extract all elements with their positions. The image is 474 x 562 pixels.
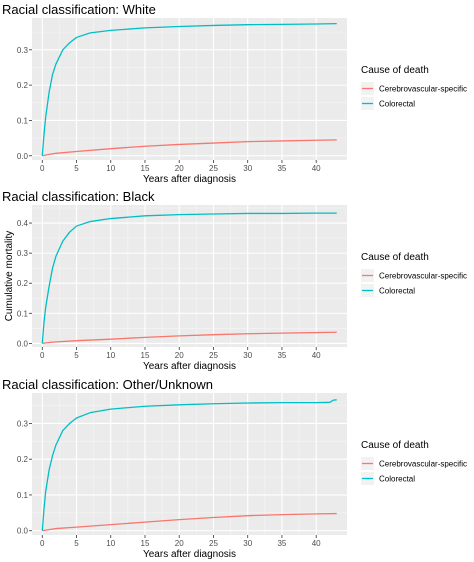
series-line-colorectal bbox=[41, 23, 337, 156]
legend: Cause of death Cerebrovascular-specific Co… bbox=[361, 440, 467, 485]
x-tick-label: 35 bbox=[277, 164, 286, 173]
x-tick-label: 40 bbox=[312, 539, 321, 548]
x-tick-label: 30 bbox=[243, 164, 252, 173]
x-tick-label: 10 bbox=[106, 539, 115, 548]
x-tick-label: 30 bbox=[243, 351, 252, 360]
x-tick-label: 10 bbox=[106, 351, 115, 360]
x-tick-label: 25 bbox=[209, 539, 218, 548]
x-tick-label: 25 bbox=[209, 351, 218, 360]
y-tick-label: 0.4 bbox=[17, 219, 29, 228]
series-line-colorectal bbox=[41, 212, 337, 344]
x-tick-label: 10 bbox=[106, 164, 115, 173]
plot-background bbox=[32, 205, 347, 347]
x-tick-label: 0 bbox=[40, 164, 45, 173]
y-tick-label: 0.3 bbox=[17, 46, 29, 55]
x-tick-label: 30 bbox=[243, 539, 252, 548]
x-tick-label: 0 bbox=[40, 351, 45, 360]
y-tick-label: 0.1 bbox=[17, 491, 29, 500]
series-line-cerebrovascular bbox=[42, 139, 337, 157]
x-tick-label: 5 bbox=[74, 164, 79, 173]
x-tick-label: 15 bbox=[141, 351, 150, 360]
y-tick-label: 0.2 bbox=[17, 455, 29, 464]
x-tick-label: 5 bbox=[74, 539, 79, 548]
x-tick-label: 15 bbox=[141, 539, 150, 548]
series-line-colorectal bbox=[41, 399, 337, 531]
legend-entry-label: Cerebrovascular-specific bbox=[379, 460, 467, 469]
series-line-cerebrovascular bbox=[42, 331, 337, 345]
chart-title: Racial classification: Black bbox=[2, 189, 155, 204]
legend-entry-label: Colorectal bbox=[379, 475, 415, 484]
y-tick-label: 0.1 bbox=[17, 116, 29, 125]
x-tick-label: 35 bbox=[277, 351, 286, 360]
legend-entry-label: Colorectal bbox=[379, 287, 415, 296]
y-tick-label: 0.2 bbox=[17, 279, 29, 288]
legend-entry-label: Cerebrovascular-specific bbox=[379, 85, 467, 94]
chart-panel: Racial classification: Other/Unknown 0 5 10… bbox=[2, 377, 467, 560]
plot-background bbox=[32, 393, 347, 535]
y-axis-label: Cumulative mortality bbox=[4, 231, 15, 322]
x-tick-label: 40 bbox=[312, 351, 321, 360]
x-tick-label: 20 bbox=[175, 351, 184, 360]
x-tick-label: 15 bbox=[141, 164, 150, 173]
y-tick-label: 0.3 bbox=[17, 249, 29, 258]
legend-title: Cause of death bbox=[361, 65, 429, 76]
y-tick-label: 0.2 bbox=[17, 81, 29, 90]
x-tick-label: 35 bbox=[277, 539, 286, 548]
y-tick-label: 0.3 bbox=[17, 419, 29, 428]
chart-panel: Racial classification: White 0 5 10 15 20 25 30… bbox=[2, 2, 467, 185]
x-axis-label: Years after diagnosis bbox=[143, 174, 236, 185]
chart-title: Racial classification: Other/Unknown bbox=[2, 377, 213, 392]
legend-title: Cause of death bbox=[361, 440, 429, 451]
legend-entry-label: Cerebrovascular-specific bbox=[379, 272, 467, 281]
y-tick-label: 0.0 bbox=[17, 152, 29, 161]
y-tick-label: 0.1 bbox=[17, 309, 29, 318]
chart-panel: Racial classification: Black 0 5 10 15 20 25 30… bbox=[2, 189, 467, 372]
chart-title: Racial classification: White bbox=[2, 2, 156, 17]
y-tick-label: 0.0 bbox=[17, 527, 29, 536]
x-tick-label: 25 bbox=[209, 164, 218, 173]
legend-entry-label: Colorectal bbox=[379, 100, 415, 109]
x-tick-label: 20 bbox=[175, 539, 184, 548]
x-tick-label: 40 bbox=[312, 164, 321, 173]
x-axis-label: Years after diagnosis bbox=[143, 549, 236, 560]
legend-title: Cause of death bbox=[361, 252, 429, 263]
x-tick-label: 5 bbox=[74, 351, 79, 360]
plot-background bbox=[32, 18, 347, 160]
legend: Cause of death Cerebrovascular-specific Co… bbox=[361, 252, 467, 297]
y-tick-label: 0.0 bbox=[17, 339, 29, 348]
legend: Cause of death Cerebrovascular-specific Co… bbox=[361, 65, 467, 110]
x-tick-label: 0 bbox=[40, 539, 45, 548]
x-axis-label: Years after diagnosis bbox=[143, 361, 236, 372]
x-tick-label: 20 bbox=[175, 164, 184, 173]
series-line-cerebrovascular bbox=[42, 512, 337, 532]
